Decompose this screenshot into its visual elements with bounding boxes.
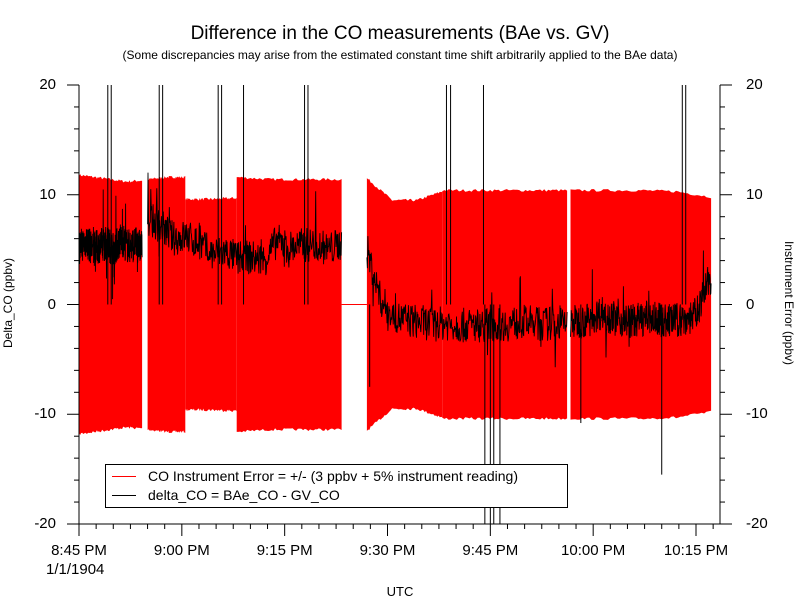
legend-item-error: CO Instrument Error = +/- (3 ppbv + 5% i… — [112, 466, 518, 486]
y-tick-label-right: 10 — [746, 185, 763, 203]
legend: CO Instrument Error = +/- (3 ppbv + 5% i… — [105, 464, 568, 508]
error-band-segment-3 — [236, 176, 342, 433]
y-tick-label-right: 20 — [746, 76, 763, 93]
legend-label-error: CO Instrument Error = +/- (3 ppbv + 5% i… — [148, 468, 518, 484]
x-tick-label: 9:30 PM — [359, 542, 416, 559]
date-label: 1/1/1904 — [46, 561, 105, 578]
spike-group — [107, 85, 687, 524]
legend-item-delta: delta_CO = BAe_CO - GV_CO — [112, 485, 340, 505]
axes-group — [67, 84, 732, 536]
delta-series-segment-1 — [147, 172, 343, 276]
y-tick-label-right: -20 — [746, 515, 768, 532]
y-tick-label-left: 10 — [39, 185, 56, 203]
error-band-segment-0 — [79, 174, 143, 435]
x-tick-label: 9:15 PM — [256, 542, 313, 559]
legend-swatch-delta — [112, 494, 136, 496]
y-tick-label-left: -20 — [34, 515, 56, 532]
x-tick-label: 10:15 PM — [663, 542, 729, 559]
y-tick-label-right: 0 — [746, 295, 755, 313]
y-axis-title-right: Instrument Error (ppbv) — [782, 240, 796, 366]
x-tick-label: 9:45 PM — [462, 542, 519, 559]
legend-swatch-error — [112, 475, 136, 477]
chart-title: Difference in the CO measurements (BAe v… — [190, 23, 610, 44]
error-band-segment-2 — [185, 197, 237, 412]
chart-subtitle: (Some discrepancies may arise from the e… — [122, 48, 678, 62]
y-tick-label-right: -10 — [746, 405, 768, 423]
delta-series-group — [78, 172, 712, 368]
delta-series-segment-0 — [78, 189, 143, 300]
x-tick-label: 10:00 PM — [561, 542, 626, 559]
x-tick-label: 9:00 PM — [153, 542, 210, 559]
x-tick-label: 8:45 PM — [51, 542, 107, 559]
error-band-segment-4 — [366, 178, 443, 431]
x-axis-title: UTC — [386, 584, 414, 599]
delta-series-segment-3 — [570, 250, 712, 358]
y-axis-title-left: Delta_CO (ppbv) — [1, 257, 15, 349]
y-tick-label-left: 20 — [39, 76, 56, 93]
error-band-segment-5 — [442, 189, 568, 420]
legend-label-delta: delta_CO = BAe_CO - GV_CO — [148, 487, 340, 503]
delta-series-segment-2 — [366, 236, 568, 368]
y-tick-label-left: -10 — [34, 405, 56, 423]
y-tick-label-left: 0 — [47, 295, 56, 313]
